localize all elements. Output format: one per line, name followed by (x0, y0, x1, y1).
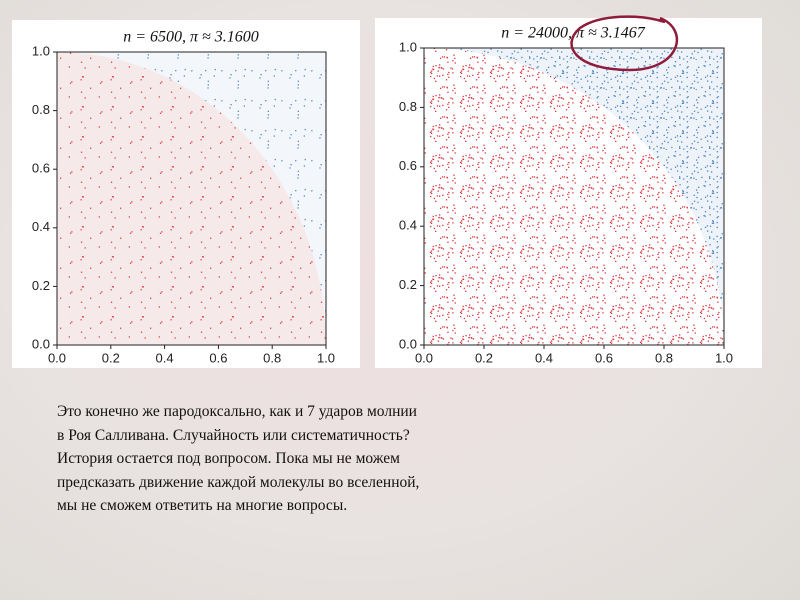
text-line: мы не сможем ответить на многие вопросы. (57, 497, 348, 514)
x-tick-label: 0.2 (475, 350, 493, 365)
chart-title: n = 24000, π ≈ 3.1467 (501, 25, 646, 42)
y-tick-label: 0.0 (32, 336, 50, 351)
y-tick-label: 0.2 (399, 277, 417, 292)
x-tick-label: 0.8 (655, 350, 673, 365)
x-tick-label: 0.6 (595, 350, 613, 365)
text-line: в Роя Салливана. Случайность или система… (57, 426, 410, 444)
y-tick-label: 0.4 (32, 219, 50, 234)
y-tick-label: 0.8 (399, 99, 417, 114)
text-line: Это конечно же пародоксально, как и 7 уд… (57, 403, 417, 420)
x-tick-label: 1.0 (317, 350, 335, 365)
chart-title: n = 6500, π ≈ 3.1600 (123, 29, 259, 46)
inside-points (57, 52, 326, 345)
x-tick-label: 0.0 (415, 350, 433, 365)
charts: 0.0 0.2 0.4 0.6 0.8 1.0 0.0 0.2 0.4 0.6 0.8 1.0 n = … (31, 15, 734, 366)
y-tick-label: 0.6 (399, 158, 417, 173)
plot-frame (56, 51, 327, 346)
y-tick-label: 1.0 (32, 43, 50, 58)
plot-frame (423, 47, 725, 346)
y-tick-label: 0.8 (32, 102, 50, 117)
x-tick-label: 0.4 (156, 350, 174, 365)
x-tick-label: 0.4 (535, 350, 553, 365)
y-tick-label: 1.0 (399, 39, 417, 54)
text-line: История остается под вопросом. Пока мы н… (57, 450, 400, 467)
highlight-circle (570, 15, 678, 72)
body-text: Это конечно же пародоксально, как и 7 уд… (57, 400, 419, 518)
x-tick-label: 1.0 (715, 350, 733, 365)
x-tick-label: 0.0 (48, 350, 66, 365)
x-tick-label: 0.2 (102, 350, 120, 365)
y-tick-label: 0.6 (32, 161, 50, 176)
y-tick-label: 0.2 (32, 278, 50, 293)
inside-points (424, 48, 724, 345)
x-tick-label: 0.8 (263, 350, 281, 365)
text-line: предсказать движение каждой молекулы во … (57, 473, 420, 491)
y-tick-label: 0.4 (399, 218, 417, 233)
x-tick-label: 0.6 (209, 350, 227, 365)
y-tick-label: 0.0 (399, 336, 417, 351)
